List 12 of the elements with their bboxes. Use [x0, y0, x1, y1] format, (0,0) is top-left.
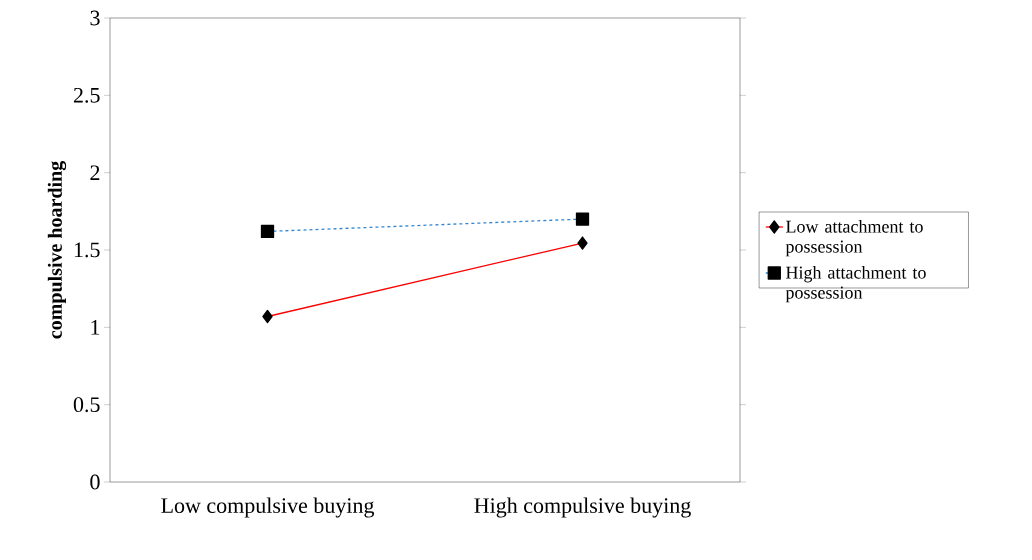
y-tick-label: 0 [90, 474, 100, 490]
y-axis-title: compulsive hoarding [47, 161, 67, 339]
legend-label: Low attachment to possession [785, 220, 923, 257]
legend-label: High attachment to possession [785, 265, 926, 303]
y-tick-label: 0.5 [73, 397, 100, 413]
y-tick-label: 2.5 [73, 87, 100, 103]
x-tick-label: Low compulsive buying [161, 497, 375, 518]
y-tick-label: 2 [90, 165, 100, 180]
y-tick-label: 3 [90, 10, 100, 26]
x-tick-label: High compulsive buying [474, 497, 691, 518]
y-tick-label: 1 [91, 320, 100, 335]
y-tick-label: 1.5 [74, 242, 100, 258]
